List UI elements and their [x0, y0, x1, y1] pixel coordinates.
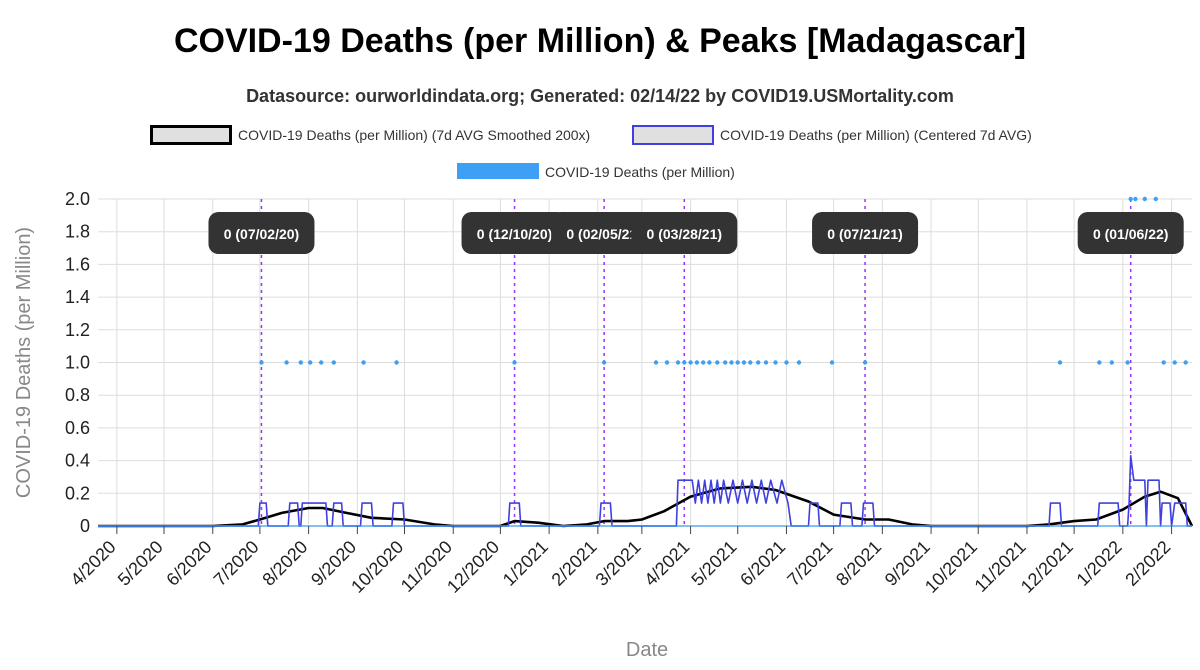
peak-label-box	[812, 212, 919, 254]
peak-label: 0 (12/10/20)	[477, 226, 553, 242]
daily-data-point	[1142, 196, 1148, 202]
daily-data-point	[1097, 360, 1102, 365]
daily-data-point	[723, 360, 728, 365]
daily-data-point	[741, 360, 747, 365]
daily-data-point	[284, 360, 289, 365]
daily-data-point	[773, 360, 778, 365]
x-tick-label: 5/2021	[687, 537, 740, 590]
daily-data-point	[707, 360, 712, 365]
daily-data-point	[259, 360, 264, 365]
axes: 00.20.40.60.81.01.21.41.61.82.04/20205/2…	[13, 189, 1174, 661]
x-tick-label: 4/2021	[640, 537, 693, 590]
smoothed-series-line	[98, 485, 1194, 528]
legend-label-smoothed: COVID-19 Deaths (per Million) (7d AVG Sm…	[238, 127, 591, 143]
x-tick-label: 6/2021	[736, 537, 789, 590]
daily-data-point	[361, 360, 366, 365]
y-tick-label: 1.8	[65, 222, 90, 242]
y-tick-label: 0.4	[65, 451, 90, 471]
daily-data-point	[675, 360, 681, 365]
daily-data-point	[308, 360, 313, 365]
legend-label-centered: COVID-19 Deaths (per Million) (Centered …	[720, 127, 1032, 143]
daily-data-point	[1161, 360, 1166, 365]
y-tick-label: 1.6	[65, 254, 90, 274]
legend-swatch-smoothed	[150, 125, 232, 145]
y-tick-label: 1.4	[65, 287, 90, 307]
y-tick-label: 2.0	[65, 189, 90, 209]
x-tick-label: 8/2020	[258, 537, 311, 590]
peak-label-box	[1077, 212, 1184, 254]
x-tick-label: 3/2021	[592, 537, 645, 590]
x-tick-label: 1/2022	[1073, 537, 1126, 590]
x-tick-label: 10/2020	[347, 537, 407, 597]
peak-label-box	[551, 212, 658, 254]
daily-data-point	[1125, 360, 1130, 365]
x-tick-label: 10/2021	[921, 537, 981, 597]
y-tick-label: 0	[80, 516, 90, 536]
y-tick-label: 0.2	[65, 483, 90, 503]
chart-subtitle: Datasource: ourworldindata.org; Generate…	[246, 86, 954, 106]
x-tick-label: 12/2021	[1017, 537, 1077, 597]
y-tick-label: 0.6	[65, 418, 90, 438]
daily-data-point	[735, 360, 740, 365]
legend-swatch-daily	[457, 163, 539, 179]
daily-data-point	[1128, 196, 1133, 202]
peak-label-box	[631, 212, 738, 254]
daily-data-point	[862, 360, 868, 365]
daily-data-point	[298, 360, 303, 365]
daily-data-point	[796, 360, 802, 365]
chart-title: COVID-19 Deaths (per Million) & Peaks [M…	[173, 22, 1027, 60]
daily-data-point	[664, 360, 670, 365]
y-axis-title: COVID-19 Deaths (per Million)	[13, 227, 35, 498]
daily-data-point	[1172, 360, 1177, 365]
daily-data-point	[715, 360, 720, 365]
daily-data-point	[319, 360, 324, 365]
peak-label: 0 (01/06/22)	[1093, 226, 1169, 242]
legend-swatch-centered	[632, 125, 714, 145]
daily-data-point	[331, 360, 336, 365]
legend-label-daily: COVID-19 Deaths (per Million)	[545, 164, 735, 180]
daily-data-point	[688, 360, 693, 365]
y-tick-label: 0.8	[65, 385, 90, 405]
y-tick-label: 1.0	[65, 353, 90, 373]
peak-label: 0 (02/05/21)	[566, 226, 642, 242]
daily-data-point	[701, 360, 706, 365]
y-tick-label: 1.2	[65, 320, 90, 340]
peak-label: 0 (07/21/21)	[827, 226, 903, 242]
daily-data-point	[1109, 360, 1115, 365]
daily-data-point	[829, 360, 835, 365]
peak-labels: 0 (07/02/20) 0 (12/10/20) 0 (02/05/21) 0 (0…	[208, 212, 1184, 254]
x-tick-label: 1/2021	[499, 537, 552, 590]
x-axis-title: Date	[626, 639, 668, 661]
daily-data-point	[601, 360, 607, 365]
peak-label: 0 (03/28/21)	[647, 226, 723, 242]
x-tick-label: 12/2020	[443, 537, 503, 597]
daily-data-point	[682, 360, 687, 365]
x-tick-label: 2/2021	[548, 537, 601, 590]
daily-data-point	[784, 360, 789, 365]
x-tick-label: 4/2020	[67, 537, 120, 590]
peak-label: 0 (07/02/20)	[224, 226, 300, 242]
daily-data-point	[653, 360, 659, 365]
daily-data-point	[512, 360, 517, 365]
x-tick-label: 8/2021	[832, 537, 885, 590]
x-tick-label: 7/2020	[210, 537, 263, 590]
daily-data-point	[756, 360, 761, 365]
daily-data-point	[748, 360, 753, 365]
x-tick-label: 5/2020	[114, 537, 167, 590]
daily-data-point	[1183, 360, 1188, 365]
daily-data-point	[394, 360, 399, 365]
peak-label-box	[208, 212, 315, 254]
daily-data-point	[763, 360, 769, 365]
peak-label-box	[461, 212, 568, 254]
daily-data-point	[1153, 196, 1159, 202]
daily-data-point	[694, 360, 700, 365]
series	[98, 196, 1194, 528]
x-tick-label: 7/2021	[783, 537, 836, 590]
daily-data-point	[1057, 360, 1063, 365]
daily-data-point	[729, 360, 734, 365]
daily-data-point	[1133, 196, 1138, 202]
x-tick-label: 2/2022	[1121, 537, 1174, 590]
x-tick-label: 6/2020	[162, 537, 215, 590]
